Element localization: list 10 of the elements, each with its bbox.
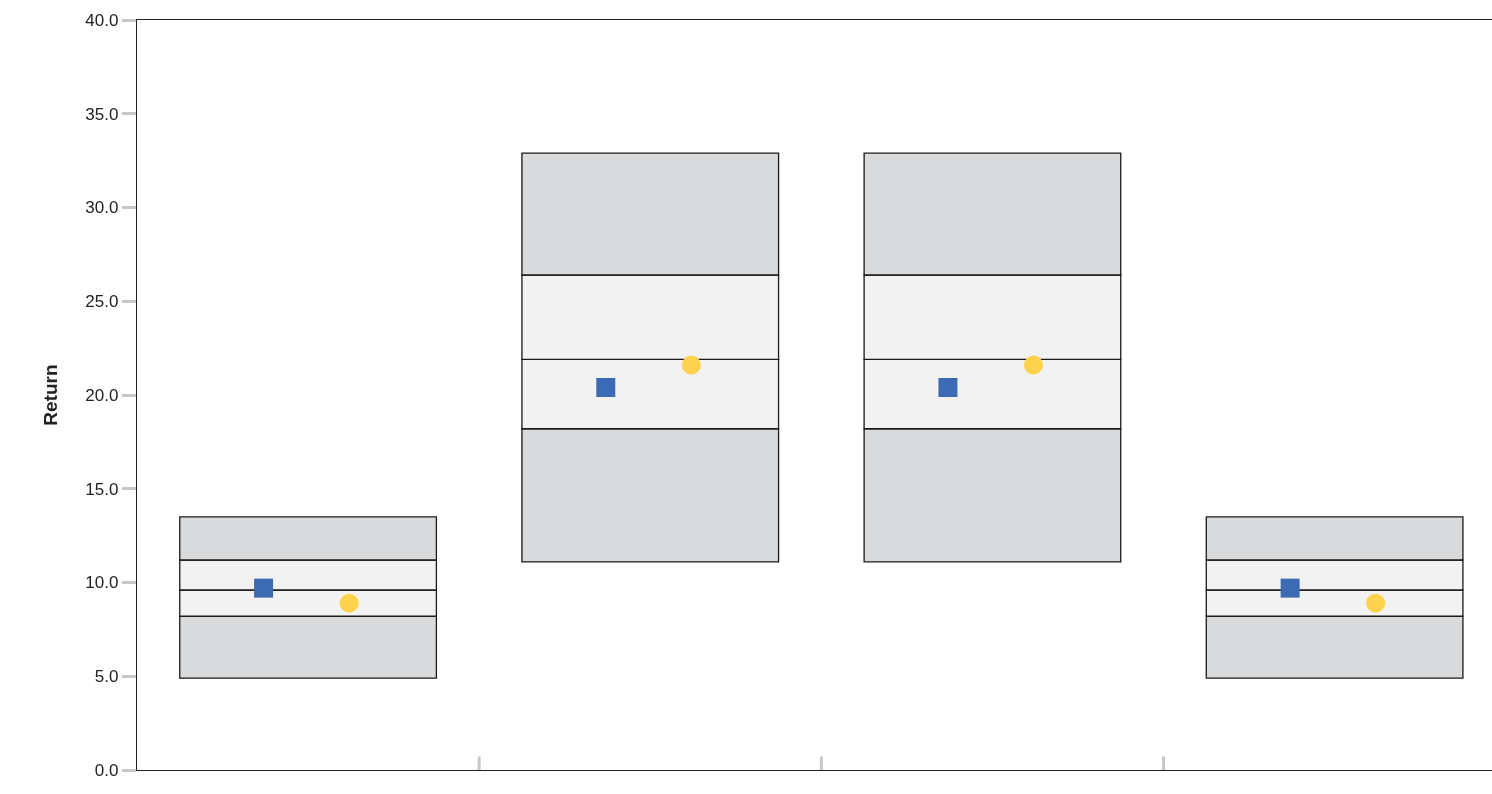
y-tick-label: 20.0 bbox=[85, 385, 119, 405]
y-axis-title: Return bbox=[40, 364, 62, 426]
y-tick-label: 40.0 bbox=[85, 10, 119, 30]
y-tick-label: 30.0 bbox=[85, 198, 119, 218]
y-tick-label: 35.0 bbox=[85, 104, 119, 124]
y-tick-label: 0.0 bbox=[94, 760, 119, 780]
y-tick-label: 10.0 bbox=[85, 573, 119, 593]
y-tick-label: 5.0 bbox=[94, 667, 119, 687]
y-tick-label: 25.0 bbox=[85, 292, 119, 312]
y-tick-label: 15.0 bbox=[85, 479, 119, 499]
